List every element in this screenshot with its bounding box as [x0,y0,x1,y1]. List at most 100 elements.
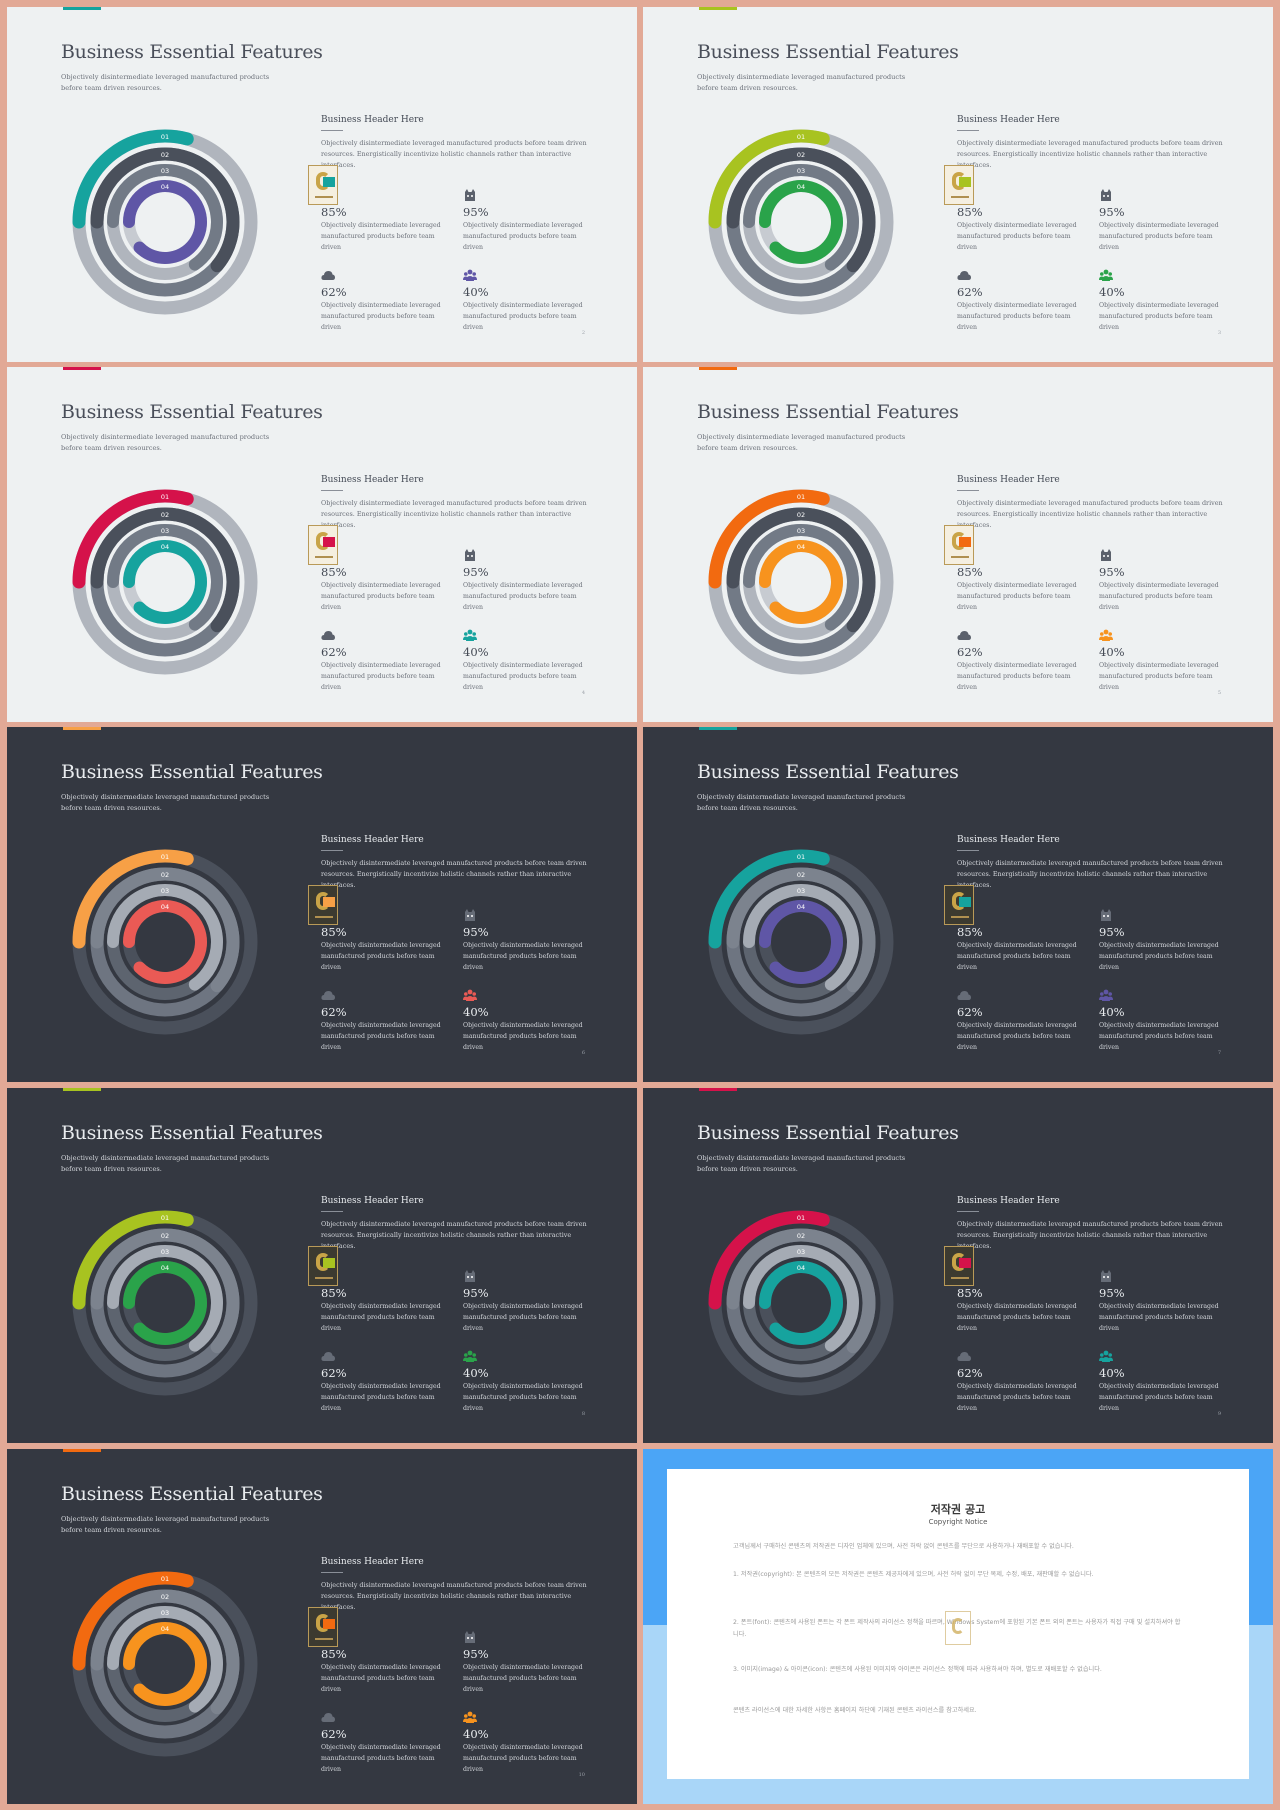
stat-item: 95% Objectively disintermediate leveraged… [1099,187,1229,253]
slide-title: Business Essential Features [61,41,323,63]
ring-04-arc [759,540,843,624]
accent-tab [63,1088,101,1091]
slide-subtitle: Objectively disintermediate leveraged ma… [61,1154,270,1173]
watermark-logo [945,1611,971,1645]
cloud-icon [957,987,1087,1003]
stat-value: 85% [321,925,347,939]
stat-item: 62% Objectively disintermediate leveraged… [957,267,1087,333]
stat-item: 95% Objectively disintermediate leveraged… [1099,547,1229,613]
accent-tab [699,367,737,370]
stat-item: 95% Objectively disintermediate leveraged… [1099,907,1229,973]
page-number: 9 [1217,1411,1221,1417]
ring-label-04: 04 [161,183,169,191]
stat-value: 85% [321,1647,347,1661]
slide-subtitle: Objectively disintermediate leveraged ma… [697,433,906,452]
stat-item: 95% Objectively disintermediate leveraged… [1099,1268,1229,1334]
stat-value: 40% [1099,1005,1125,1019]
slide-title: Business Essential Features [61,1483,323,1505]
concentric-ring-chart: 01 02 03 04 [701,482,901,682]
cat-icon [1099,187,1229,203]
ring-label-02: 02 [161,1593,169,1601]
header-divider [957,130,979,131]
slide-8: Business Essential Features Objectively d… [643,1088,1273,1443]
ring-03-arc [743,524,859,631]
stat-description: Objectively disintermediate leveraged ma… [1099,942,1219,971]
cloud-icon [957,627,1087,643]
stat-description: Objectively disintermediate leveraged ma… [321,1303,441,1332]
page-number: 5 [1217,690,1221,696]
stat-value: 85% [957,565,983,579]
accent-tab [699,1088,737,1091]
page-number: 10 [578,1772,585,1778]
copyright-slide: 저작권 공고 Copyright Notice 고객님께서 구매하신 콘텐츠의 저작… [643,1449,1273,1804]
ring-label-03: 03 [161,1248,169,1256]
ring-label-01: 01 [161,1214,169,1222]
stat-item: 62% Objectively disintermediate leveraged… [321,1348,451,1414]
ring-label-04: 04 [797,903,805,911]
ring-01-arc [72,129,194,229]
stat-value: 95% [463,565,489,579]
section-body: Objectively disintermediate leveraged ma… [957,499,1223,529]
stat-item: 40% Objectively disintermediate leveraged… [1099,1348,1229,1414]
badge-icon [957,907,1087,923]
slide-title: Business Essential Features [697,1122,959,1144]
ring-label-01: 01 [161,493,169,501]
ring-label-04: 04 [797,543,805,551]
ring-label-02: 02 [797,511,805,519]
stat-value: 95% [1099,925,1125,939]
stat-description: Objectively disintermediate leveraged ma… [463,302,583,331]
cat-icon [1099,1268,1229,1284]
stat-value: 85% [321,565,347,579]
stat-description: Objectively disintermediate leveraged ma… [957,582,1077,611]
section-header: Business Header Here [321,115,424,125]
section-body: Objectively disintermediate leveraged ma… [957,859,1223,889]
stat-item: 85% Objectively disintermediate leveraged… [957,907,1087,973]
contents-badge-logo [308,885,338,925]
ring-02-arc [726,1228,876,1354]
header-divider [957,1211,979,1212]
cloud-icon [321,987,451,1003]
cat-icon [463,1629,593,1645]
contents-badge-logo [308,165,338,205]
users-icon [463,1348,593,1364]
slide-title: Business Essential Features [61,401,323,423]
badge-icon [957,1268,1087,1284]
ring-label-01: 01 [161,133,169,141]
cat-icon [463,187,593,203]
ring-01-arc [708,489,830,589]
ring-01-arc [708,1210,830,1310]
stat-description: Objectively disintermediate leveraged ma… [463,1303,583,1332]
ring-label-03: 03 [161,887,169,895]
concentric-ring-chart: 01 02 03 04 [65,122,265,322]
stat-value: 62% [957,285,983,299]
badge-accent [959,897,971,907]
header-divider [957,490,979,491]
stat-value: 40% [463,1366,489,1380]
users-icon [1099,267,1229,283]
header-divider [321,1572,343,1573]
stat-description: Objectively disintermediate leveraged ma… [463,1022,583,1051]
slide-subtitle: Objectively disintermediate leveraged ma… [61,433,270,452]
slide-title: Business Essential Features [697,761,959,783]
ring-01-arc [72,489,194,589]
badge-accent [323,1258,335,1268]
badge-accent [323,177,335,187]
stat-description: Objectively disintermediate leveraged ma… [957,302,1077,331]
section-body: Objectively disintermediate leveraged ma… [321,859,587,889]
stat-value: 40% [1099,645,1125,659]
stat-item: 95% Objectively disintermediate leveraged… [463,1268,593,1334]
ring-01-arc [708,849,830,949]
section-header: Business Header Here [957,115,1060,125]
ring-label-04: 04 [161,1264,169,1272]
page-number: 6 [581,1050,585,1056]
stat-description: Objectively disintermediate leveraged ma… [957,1303,1077,1332]
ring-label-01: 01 [797,133,805,141]
slide-subtitle: Objectively disintermediate leveraged ma… [697,793,906,812]
stat-description: Objectively disintermediate leveraged ma… [463,222,583,251]
stat-item: 40% Objectively disintermediate leveraged… [1099,987,1229,1053]
stat-value: 62% [321,285,347,299]
slide-title: Business Essential Features [61,1122,323,1144]
stat-value: 62% [957,1005,983,1019]
slide-title: Business Essential Features [61,761,323,783]
users-icon [1099,627,1229,643]
